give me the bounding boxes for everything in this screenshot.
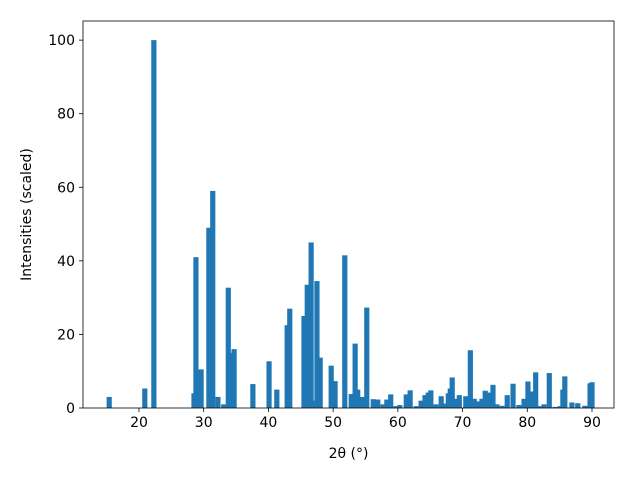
x-tick-label: 80 [518,415,536,431]
bar [482,390,488,408]
y-tick-label: 80 [57,107,75,123]
y-tick-label: 60 [57,180,75,196]
plot-frame [82,20,615,409]
bar [537,406,543,408]
bar [388,394,394,408]
bar [413,406,419,408]
bar [582,405,588,408]
bar [221,404,227,408]
bar [274,389,280,408]
bar [364,307,370,408]
bar [456,395,462,408]
bar [266,361,272,408]
bar [397,405,403,408]
bar [529,391,535,408]
bar [342,255,348,408]
bar [418,400,424,408]
bar [479,398,485,408]
bar [471,398,477,408]
y-tick-label: 0 [66,401,75,417]
bar [521,398,527,408]
bar [301,316,307,408]
bar [332,381,338,408]
y-tick-label: 100 [48,33,75,49]
bar [375,399,381,408]
bar [569,402,575,408]
bar [352,343,358,408]
bar [215,396,221,408]
bar [314,281,320,408]
bar [384,399,390,408]
bar [438,396,444,408]
bar [228,352,234,408]
x-tick-label: 30 [195,415,213,431]
bar [494,404,500,408]
y-tick-label: 20 [57,327,75,343]
bar [475,401,481,408]
bar [106,396,112,408]
x-axis-label: 2θ (°) [329,446,369,462]
bar [562,376,568,408]
bar [499,405,505,408]
bar [422,395,428,408]
bar [463,396,469,408]
bar [541,404,547,408]
bar [467,350,473,408]
bar [250,384,256,408]
x-tick-label: 60 [389,415,407,431]
x-tick-label: 40 [259,415,277,431]
bar [304,284,310,408]
bar [433,404,439,408]
bar [359,396,365,408]
y-tick-label: 40 [57,254,75,270]
bar [589,382,595,408]
bar [370,399,376,408]
x-tick-label: 70 [454,415,472,431]
bar [449,377,455,408]
bar [198,369,204,408]
bar [525,381,531,408]
bar [355,389,361,408]
bar [516,405,522,408]
bar [490,384,496,408]
y-axis-label: Intensities (scaled) [19,148,35,281]
bar [151,40,157,409]
bar [193,257,199,408]
bar [510,383,516,408]
bar [348,394,354,408]
bar [231,349,237,408]
bar [393,406,399,408]
x-tick-label: 90 [583,415,601,431]
bar [453,398,459,408]
bar [317,357,323,408]
bar [210,190,216,408]
x-tick-label: 20 [130,415,148,431]
x-tick-label: 50 [324,415,342,431]
bar [557,406,563,408]
bar [380,404,386,408]
bar [428,390,434,408]
bar [486,392,492,408]
bar [284,325,290,408]
bar [533,372,539,408]
bar [206,227,212,408]
bar [552,406,558,408]
bars [106,40,595,409]
bar [142,388,148,408]
bar [407,390,413,408]
bar [546,373,552,408]
bar [287,308,293,408]
bar [308,242,314,408]
bar [403,394,409,408]
bar [225,287,231,408]
bar [328,365,334,408]
bar [504,395,510,408]
bar [575,403,581,408]
